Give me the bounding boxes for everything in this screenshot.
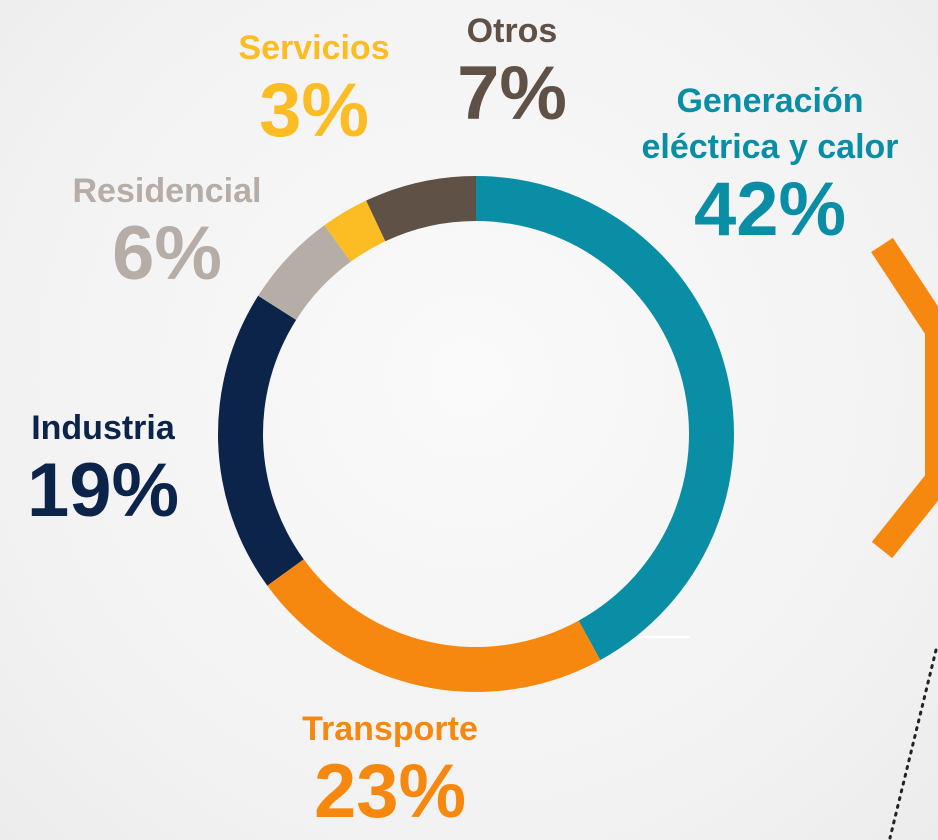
- donut-segment: [476, 176, 734, 661]
- segment-label: Transporte 23%: [302, 706, 478, 832]
- value-label: 3%: [259, 68, 369, 153]
- donut-segment: [258, 225, 351, 320]
- chevron-decoration: [871, 237, 938, 559]
- category-name: Servicios: [238, 29, 390, 67]
- donut-segment: [218, 295, 304, 586]
- category-name: Generación eléctrica y calor: [641, 82, 899, 166]
- donut-segment: [324, 200, 386, 262]
- category-name: Residencial: [72, 172, 262, 210]
- category-name: Otros: [466, 12, 558, 50]
- dotted-line-decoration: [888, 648, 938, 840]
- segment-label: Servicios 3%: [238, 25, 389, 151]
- value-label: 7%: [457, 51, 567, 136]
- donut-segment: [366, 176, 476, 242]
- value-label: 42%: [693, 167, 847, 252]
- segment-label: Residencial 6%: [73, 168, 262, 294]
- category-name: Transporte: [302, 710, 478, 748]
- value-label: 6%: [112, 211, 222, 296]
- segment-label: Otros 7%: [457, 8, 567, 134]
- donut-segment: [267, 559, 601, 692]
- value-label: 19%: [26, 448, 180, 533]
- value-label: 23%: [313, 749, 467, 834]
- category-name: Industria: [31, 409, 175, 447]
- segment-label: Industria 19%: [27, 405, 179, 531]
- segment-label: Generación eléctrica y calor 42%: [605, 78, 935, 250]
